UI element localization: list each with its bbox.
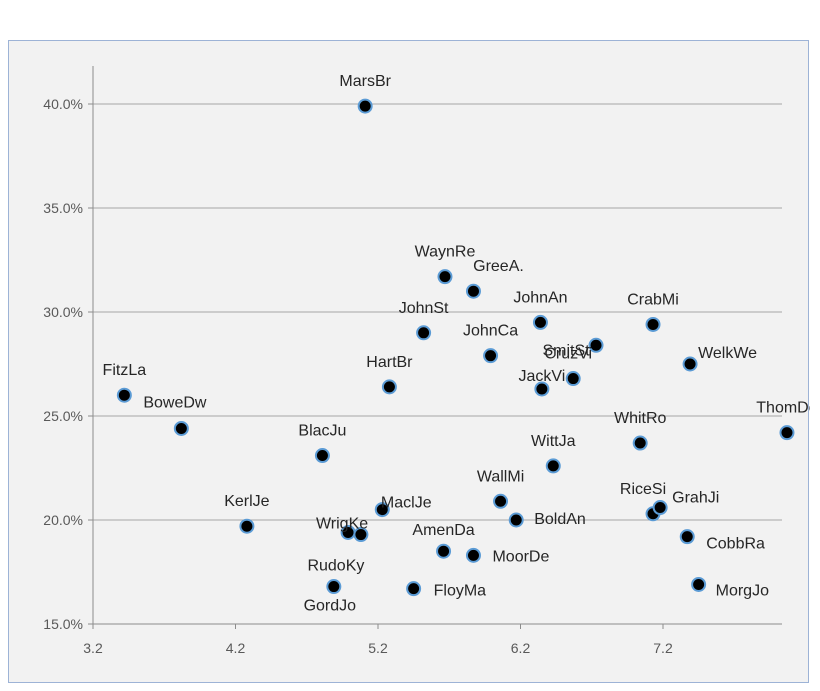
data-point-label: GordJo xyxy=(304,598,357,615)
data-point xyxy=(534,381,550,397)
data-point-label: RudoKy xyxy=(307,558,364,575)
data-point-label: CrabMi xyxy=(627,291,679,308)
y-tick-label: 35.0% xyxy=(43,200,83,216)
y-tick-label: 25.0% xyxy=(43,408,83,424)
data-point-label: WrigKe xyxy=(316,515,368,532)
data-point-label: WhitRo xyxy=(614,410,667,427)
data-point-label: WittJa xyxy=(531,433,576,450)
data-point xyxy=(565,371,581,387)
data-point-label: MorgJo xyxy=(716,582,769,599)
data-point-label: CruzVi xyxy=(544,346,592,363)
data-point-label: BlacJu xyxy=(298,423,346,440)
data-point xyxy=(436,543,452,559)
y-tick-label: 15.0% xyxy=(43,616,83,632)
data-point-label: HartBr xyxy=(366,354,413,371)
data-point xyxy=(691,576,707,592)
x-tick-label: 4.2 xyxy=(226,640,246,656)
x-tick-label: 5.2 xyxy=(368,640,388,656)
data-point xyxy=(508,512,524,528)
axes xyxy=(88,66,782,629)
data-point-label: FloyMa xyxy=(434,583,487,600)
y-axis-tick-labels: 15.0% 20.0% 25.0% 30.0% 35.0% 40.0% xyxy=(43,96,83,632)
scatter-chart: 15.0% 20.0% 25.0% 30.0% 35.0% 40.0% 3.2 4.2 5.2… xyxy=(43,66,810,656)
data-point xyxy=(545,458,561,474)
data-point-label: WaynRe xyxy=(415,244,476,261)
data-point-label: JohnCa xyxy=(463,323,518,340)
data-point-label: GrahJi xyxy=(672,490,719,507)
data-point-label: MarsBr xyxy=(339,73,391,90)
data-point-label: WallMi xyxy=(477,468,524,485)
data-point-label: JohnAn xyxy=(513,289,567,306)
data-point xyxy=(116,387,132,403)
x-tick-label: 6.2 xyxy=(511,640,531,656)
data-point-label: BoweDw xyxy=(143,394,207,411)
data-point xyxy=(416,325,432,341)
x-tick-label: 7.2 xyxy=(653,640,673,656)
y-tick-label: 30.0% xyxy=(43,304,83,320)
data-point xyxy=(682,356,698,372)
data-point xyxy=(326,579,342,595)
data-point xyxy=(632,435,648,451)
data-point xyxy=(483,348,499,364)
data-point-label: AmenDa xyxy=(412,522,474,539)
data-point-label: ThomDe xyxy=(756,400,810,417)
data-point-label: JohnSt xyxy=(399,300,449,317)
data-point xyxy=(173,420,189,436)
data-point-label: SmitSt xyxy=(542,342,590,359)
y-tick-label: 40.0% xyxy=(43,96,83,112)
data-point xyxy=(374,502,390,518)
data-point-label: RiceSi xyxy=(620,481,666,498)
data-point xyxy=(493,493,509,509)
data-point-label: MoorDe xyxy=(492,548,549,565)
data-point xyxy=(645,316,661,332)
data-point xyxy=(381,379,397,395)
data-point xyxy=(353,527,369,543)
data-point xyxy=(437,269,453,285)
data-point-label: FitzLa xyxy=(103,362,147,379)
data-point xyxy=(779,425,795,441)
data-point-label: MaclJe xyxy=(381,495,432,512)
x-tick-label: 3.2 xyxy=(83,640,103,656)
data-point xyxy=(588,337,604,353)
data-point xyxy=(652,500,668,516)
data-points xyxy=(116,98,795,597)
y-tick-label: 20.0% xyxy=(43,512,83,528)
data-point-label: CobbRa xyxy=(706,536,765,553)
data-point-label: WelkWe xyxy=(698,345,757,362)
data-point xyxy=(465,547,481,563)
data-point xyxy=(465,283,481,299)
data-point xyxy=(239,518,255,534)
data-point-label: JackVi xyxy=(518,368,565,385)
x-axis-tick-labels: 3.2 4.2 5.2 6.2 7.2 xyxy=(83,640,673,656)
data-point-label: BoldAn xyxy=(534,511,586,528)
data-point xyxy=(532,314,548,330)
data-point xyxy=(679,529,695,545)
data-point xyxy=(406,581,422,597)
data-point xyxy=(357,98,373,114)
data-point-label: KerlJe xyxy=(224,493,269,510)
chart-frame: 15.0% 20.0% 25.0% 30.0% 35.0% 40.0% 3.2 4.2 5.2… xyxy=(8,40,810,683)
gridlines xyxy=(93,103,782,625)
data-point-label: GreeA. xyxy=(473,258,524,275)
data-point xyxy=(314,448,330,464)
